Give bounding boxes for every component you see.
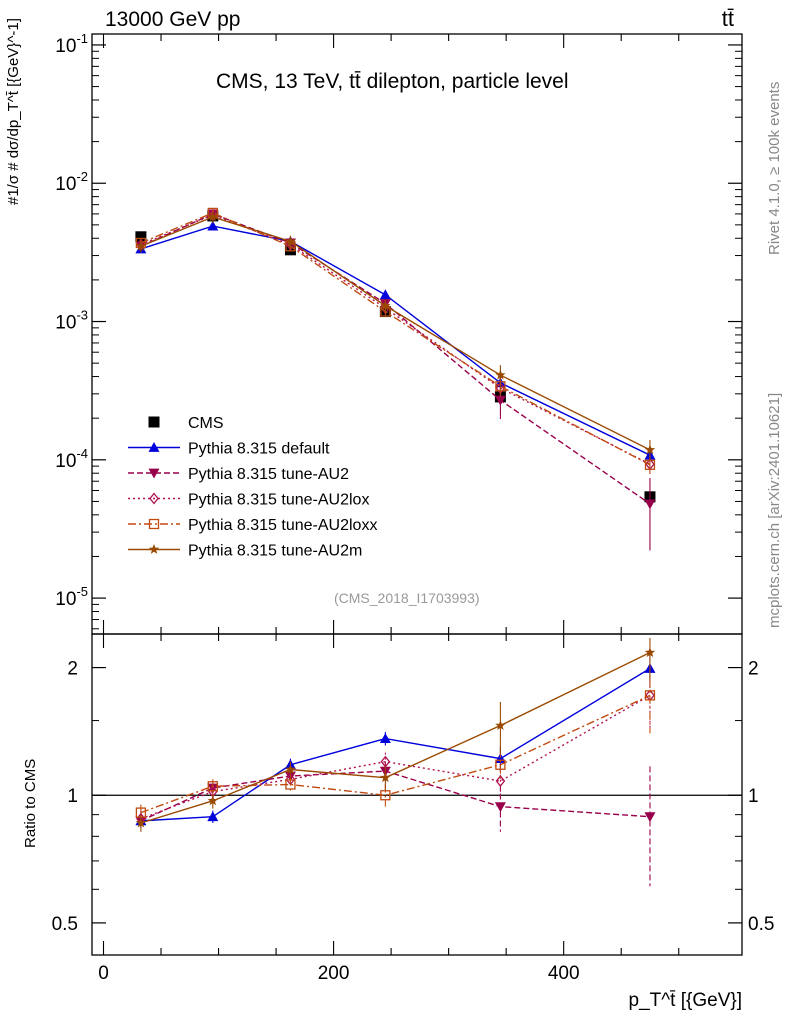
- legend-marker-au2loxx: [148, 518, 160, 530]
- ratio-point-au2loxx: [380, 790, 391, 801]
- series-line-au2loxx: [140, 212, 651, 466]
- main-y-axis-label: #1/σ # dσ/dp_T^t̄ [{GeV}^-1]: [2, 18, 24, 205]
- ratio-y-tick-label-left: 0.5: [52, 914, 78, 935]
- legend-label: CMS: [188, 415, 224, 432]
- point-default: [207, 220, 219, 231]
- ratio-point-au2: [207, 783, 219, 794]
- series-au2loxx: [135, 207, 656, 475]
- ratio-frame: [91, 633, 743, 956]
- ratio-line-au2loxx: [140, 694, 651, 814]
- main-y-axis-label-text: #1/σ # dσ/dp_T^t̄ [{GeV}^-1]: [5, 18, 22, 205]
- ratio-y-tick-label-right: 2: [748, 659, 759, 680]
- ratio-point-au2lox: [495, 775, 506, 788]
- process-label: tt̄: [721, 6, 734, 31]
- series-cms: [135, 210, 656, 503]
- ratio-line-au2: [140, 770, 651, 822]
- legend: CMS Pythia 8.315 default Pythia 8.315 tune…: [128, 415, 377, 560]
- legend-entry-au2loxx: Pythia 8.315 tune-AU2loxx: [128, 517, 377, 534]
- ratio-point-au2loxx: [207, 781, 218, 792]
- ratio-y-tick-label-right: 1: [748, 786, 759, 807]
- point-au2m: [207, 211, 218, 222]
- ratio-point-au2loxx: [285, 779, 296, 790]
- ratio-y-tick-label-left: 1: [67, 786, 78, 807]
- legend-entry-au2: Pythia 8.315 tune-AU2: [128, 466, 349, 483]
- ratio-point-au2m: [135, 817, 147, 828]
- series-line-au2m: [140, 216, 651, 451]
- x-tick-label: 200: [318, 963, 350, 984]
- ratio-point-au2m: [285, 764, 296, 774]
- point-au2m: [380, 300, 391, 311]
- ratio-point-au2loxx: [644, 690, 656, 701]
- x-axis-label: p_T^t̄ [{GeV}]: [628, 990, 742, 1011]
- ratio-point-au2m: [207, 795, 218, 806]
- ratio-point-au2m: [644, 647, 656, 657]
- series-au2m: [135, 211, 656, 462]
- series-line-default: [140, 225, 651, 456]
- ratio-series-au2: [135, 761, 656, 887]
- main-y-tick-label: 10-4: [55, 446, 88, 472]
- legend-label: Pythia 8.315 tune-AU2loxx: [188, 517, 377, 534]
- series-au2lox: [136, 208, 655, 474]
- ratio-y-tick-label-right: 0.5: [748, 914, 774, 935]
- point-au2m: [644, 444, 656, 455]
- main-y-tick-label: 10-2: [55, 169, 88, 195]
- ratio-point-default: [207, 811, 219, 822]
- point-au2: [494, 395, 506, 406]
- point-default: [379, 289, 391, 300]
- main-y-tick-label: 10-1: [55, 31, 88, 57]
- legend-label: Pythia 8.315 default: [188, 441, 330, 458]
- ratio-series-au2m: [135, 637, 656, 832]
- ratio-point-au2loxx: [495, 759, 506, 770]
- series-line-au2: [140, 213, 651, 505]
- main-y-tick-label: 10-5: [55, 584, 88, 610]
- ratio-line-au2m: [140, 651, 651, 824]
- ratio-point-au2: [494, 802, 506, 813]
- legend-label: Pythia 8.315 tune-AU2: [188, 466, 349, 483]
- x-tick-label: 0: [98, 963, 109, 984]
- legend-entry-cms: CMS: [148, 415, 224, 432]
- point-au2: [644, 499, 656, 510]
- analysis-label: (CMS_2018_I1703993): [334, 590, 480, 606]
- ratio-point-au2m: [380, 772, 391, 783]
- point-au2m: [285, 235, 296, 246]
- ratio-point-default: [379, 733, 391, 744]
- legend-entry-au2lox: Pythia 8.315 tune-AU2lox: [128, 492, 369, 509]
- ratio-line-default: [140, 667, 651, 822]
- legend-marker-au2m: [148, 544, 160, 554]
- point-au2m: [135, 240, 147, 251]
- point-au2m: [495, 369, 506, 380]
- legend-label: Pythia 8.315 tune-AU2lox: [188, 492, 369, 509]
- legend-marker-cms: [148, 416, 160, 428]
- ratio-point-au2: [644, 812, 656, 823]
- legend-entry-default: Pythia 8.315 default: [128, 441, 330, 458]
- mcplots-label: mcplots.cern.ch [arXiv:2401.10621]: [766, 392, 783, 628]
- x-tick-label: 400: [548, 963, 580, 984]
- rivet-label: Rivet 4.1.0, ≥ 100k events: [766, 81, 783, 255]
- main-y-tick-label: 10-3: [55, 308, 88, 334]
- ratio-y-axis-label: Ratio to CMS: [22, 758, 39, 848]
- ratio-point-au2m: [495, 720, 506, 730]
- legend-marker-default: [148, 442, 160, 452]
- energy-label: 13000 GeV pp: [105, 8, 241, 31]
- ratio-y-tick-label-left: 2: [67, 659, 78, 680]
- ratio-plot: 0.5 0.5 1 1 2 2 0 200 400: [52, 633, 774, 984]
- main-plot: 10-5 10-4 10-3 10-2 10-1: [55, 31, 743, 635]
- point-cms: [135, 231, 147, 243]
- plot-title: CMS, 13 TeV, tt̄ dilepton, particle leve…: [216, 70, 569, 93]
- legend-label: Pythia 8.315 tune-AU2m: [188, 543, 362, 560]
- ratio-series-au2loxx: [135, 663, 656, 821]
- legend-marker-au2: [148, 468, 160, 479]
- legend-marker-au2lox: [149, 492, 159, 505]
- legend-entry-au2m: Pythia 8.315 tune-AU2m: [128, 543, 362, 560]
